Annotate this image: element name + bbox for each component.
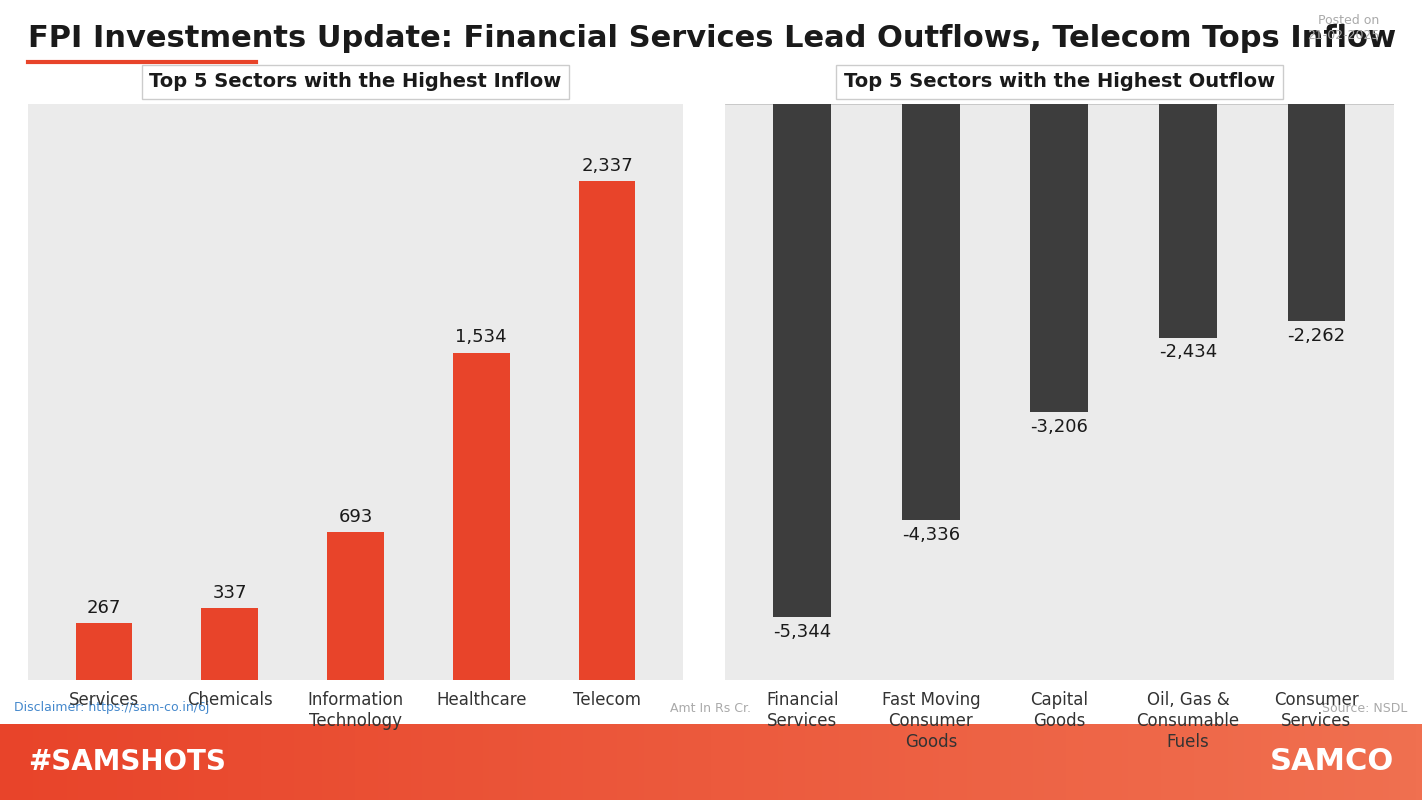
Bar xyxy=(1287,104,1345,321)
Text: -4,336: -4,336 xyxy=(902,526,960,544)
Text: 2,337: 2,337 xyxy=(582,157,633,175)
Bar xyxy=(327,532,384,680)
Bar xyxy=(579,182,636,680)
Text: Disclaimer: https://sam-co.in/6j: Disclaimer: https://sam-co.in/6j xyxy=(14,702,209,714)
Title: Top 5 Sectors with the Highest Outflow: Top 5 Sectors with the Highest Outflow xyxy=(843,72,1276,91)
Text: #SAMSHOTS: #SAMSHOTS xyxy=(28,748,226,776)
Text: 267: 267 xyxy=(87,598,121,617)
Bar xyxy=(75,623,132,680)
Text: SAMCO: SAMCO xyxy=(1270,747,1394,777)
Bar xyxy=(902,104,960,520)
Text: 1,534: 1,534 xyxy=(455,328,508,346)
Title: Top 5 Sectors with the Highest Inflow: Top 5 Sectors with the Highest Inflow xyxy=(149,72,562,91)
Bar xyxy=(202,608,257,680)
Text: Source: NSDL: Source: NSDL xyxy=(1322,702,1408,714)
Text: 693: 693 xyxy=(338,508,373,526)
Bar xyxy=(1159,104,1217,338)
Text: -3,206: -3,206 xyxy=(1031,418,1088,435)
Text: 337: 337 xyxy=(212,584,247,602)
Text: -2,434: -2,434 xyxy=(1159,343,1217,362)
Text: FPI Investments Update: Financial Services Lead Outflows, Telecom Tops Inflow: FPI Investments Update: Financial Servic… xyxy=(28,24,1396,53)
Bar xyxy=(454,353,509,680)
Text: -2,262: -2,262 xyxy=(1287,327,1345,345)
Text: Posted on
21-02-2025: Posted on 21-02-2025 xyxy=(1307,14,1379,42)
Text: -5,344: -5,344 xyxy=(774,622,832,641)
Text: Amt In Rs Cr.: Amt In Rs Cr. xyxy=(671,702,751,714)
Bar xyxy=(1031,104,1088,412)
Bar xyxy=(774,104,832,617)
